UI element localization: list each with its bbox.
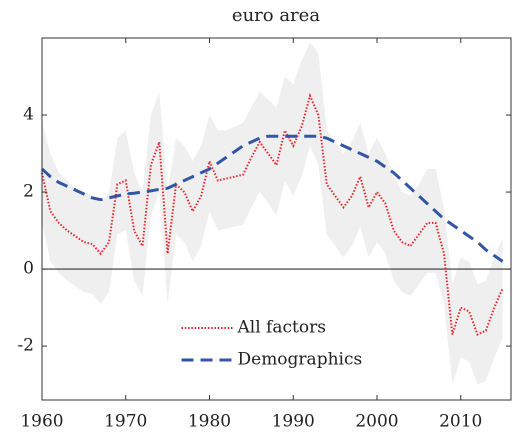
- legend-label: All factors: [237, 318, 326, 338]
- y-tick-label: 4: [23, 105, 34, 125]
- legend-label: Demographics: [238, 350, 363, 370]
- confidence-band: [42, 41, 503, 385]
- chart-title: euro area: [232, 5, 320, 26]
- x-tick-label: 2000: [355, 412, 398, 432]
- plot-frame: [41, 37, 512, 401]
- series-line: [40, 134, 504, 263]
- x-tick-label: 1960: [20, 412, 63, 432]
- y-tick-label: -2: [17, 336, 34, 356]
- x-tick-label: 1990: [272, 412, 315, 432]
- x-tick-label: 1980: [188, 412, 231, 432]
- y-tick-label: 0: [23, 259, 34, 279]
- y-tick-label: 2: [23, 182, 34, 202]
- x-tick-label: 2010: [439, 412, 482, 432]
- x-tick-label: 1970: [104, 412, 147, 432]
